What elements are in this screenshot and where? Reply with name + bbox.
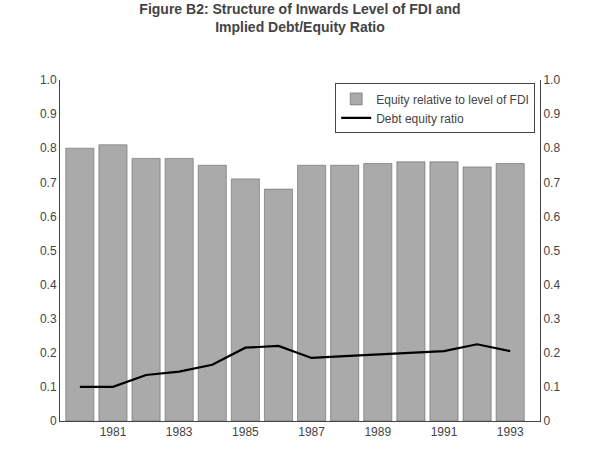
- svg-text:0.1: 0.1: [40, 380, 57, 394]
- svg-text:Debt equity ratio: Debt equity ratio: [376, 112, 464, 126]
- svg-text:1991: 1991: [431, 425, 458, 439]
- svg-text:0.8: 0.8: [543, 141, 560, 155]
- svg-text:1987: 1987: [298, 425, 325, 439]
- svg-text:0.6: 0.6: [543, 210, 560, 224]
- svg-text:1983: 1983: [166, 425, 193, 439]
- svg-text:0.1: 0.1: [543, 380, 560, 394]
- svg-text:0.6: 0.6: [40, 210, 57, 224]
- svg-text:0.5: 0.5: [40, 244, 57, 258]
- svg-text:Equity relative to level of FD: Equity relative to level of FDI: [376, 93, 529, 107]
- svg-text:0.9: 0.9: [543, 107, 560, 121]
- svg-text:0.2: 0.2: [40, 346, 57, 360]
- svg-text:0.9: 0.9: [40, 107, 57, 121]
- svg-text:0: 0: [50, 414, 57, 428]
- svg-text:1989: 1989: [364, 425, 391, 439]
- svg-text:1981: 1981: [100, 425, 127, 439]
- svg-text:0.4: 0.4: [40, 278, 57, 292]
- svg-text:1.0: 1.0: [543, 73, 560, 87]
- svg-text:1993: 1993: [497, 425, 524, 439]
- svg-text:0.3: 0.3: [543, 312, 560, 326]
- svg-text:0.4: 0.4: [543, 278, 560, 292]
- svg-text:1.0: 1.0: [40, 73, 57, 87]
- svg-text:0: 0: [543, 414, 550, 428]
- svg-text:0.8: 0.8: [40, 141, 57, 155]
- svg-text:0.2: 0.2: [543, 346, 560, 360]
- svg-text:0.7: 0.7: [40, 176, 57, 190]
- svg-text:0.5: 0.5: [543, 244, 560, 258]
- svg-text:Figure B2: Structure of Inward: Figure B2: Structure of Inwards Level of…: [139, 1, 460, 35]
- svg-text:1985: 1985: [232, 425, 259, 439]
- svg-text:0.3: 0.3: [40, 312, 57, 326]
- svg-text:0.7: 0.7: [543, 176, 560, 190]
